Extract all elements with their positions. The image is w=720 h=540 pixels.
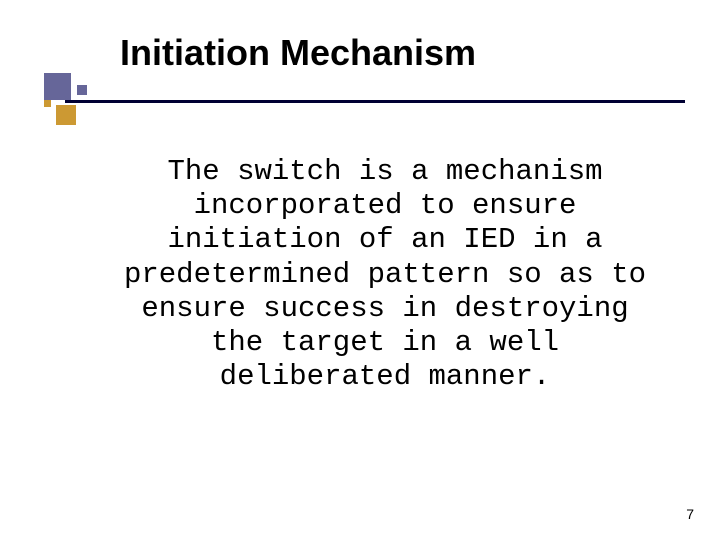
- body-block: The switch is a mechanism incorporated t…: [110, 155, 660, 395]
- accent-square-orange-large: [56, 105, 76, 125]
- slide-container: Initiation Mechanism The switch is a mec…: [0, 0, 720, 540]
- accent-square-purple-small: [77, 85, 87, 95]
- title-underline: [65, 100, 685, 103]
- accent-square-purple-large: [44, 73, 71, 100]
- accent-square-orange-small: [44, 100, 51, 107]
- page-number: 7: [686, 506, 694, 522]
- body-text: The switch is a mechanism incorporated t…: [110, 155, 660, 395]
- slide-title: Initiation Mechanism: [120, 32, 680, 74]
